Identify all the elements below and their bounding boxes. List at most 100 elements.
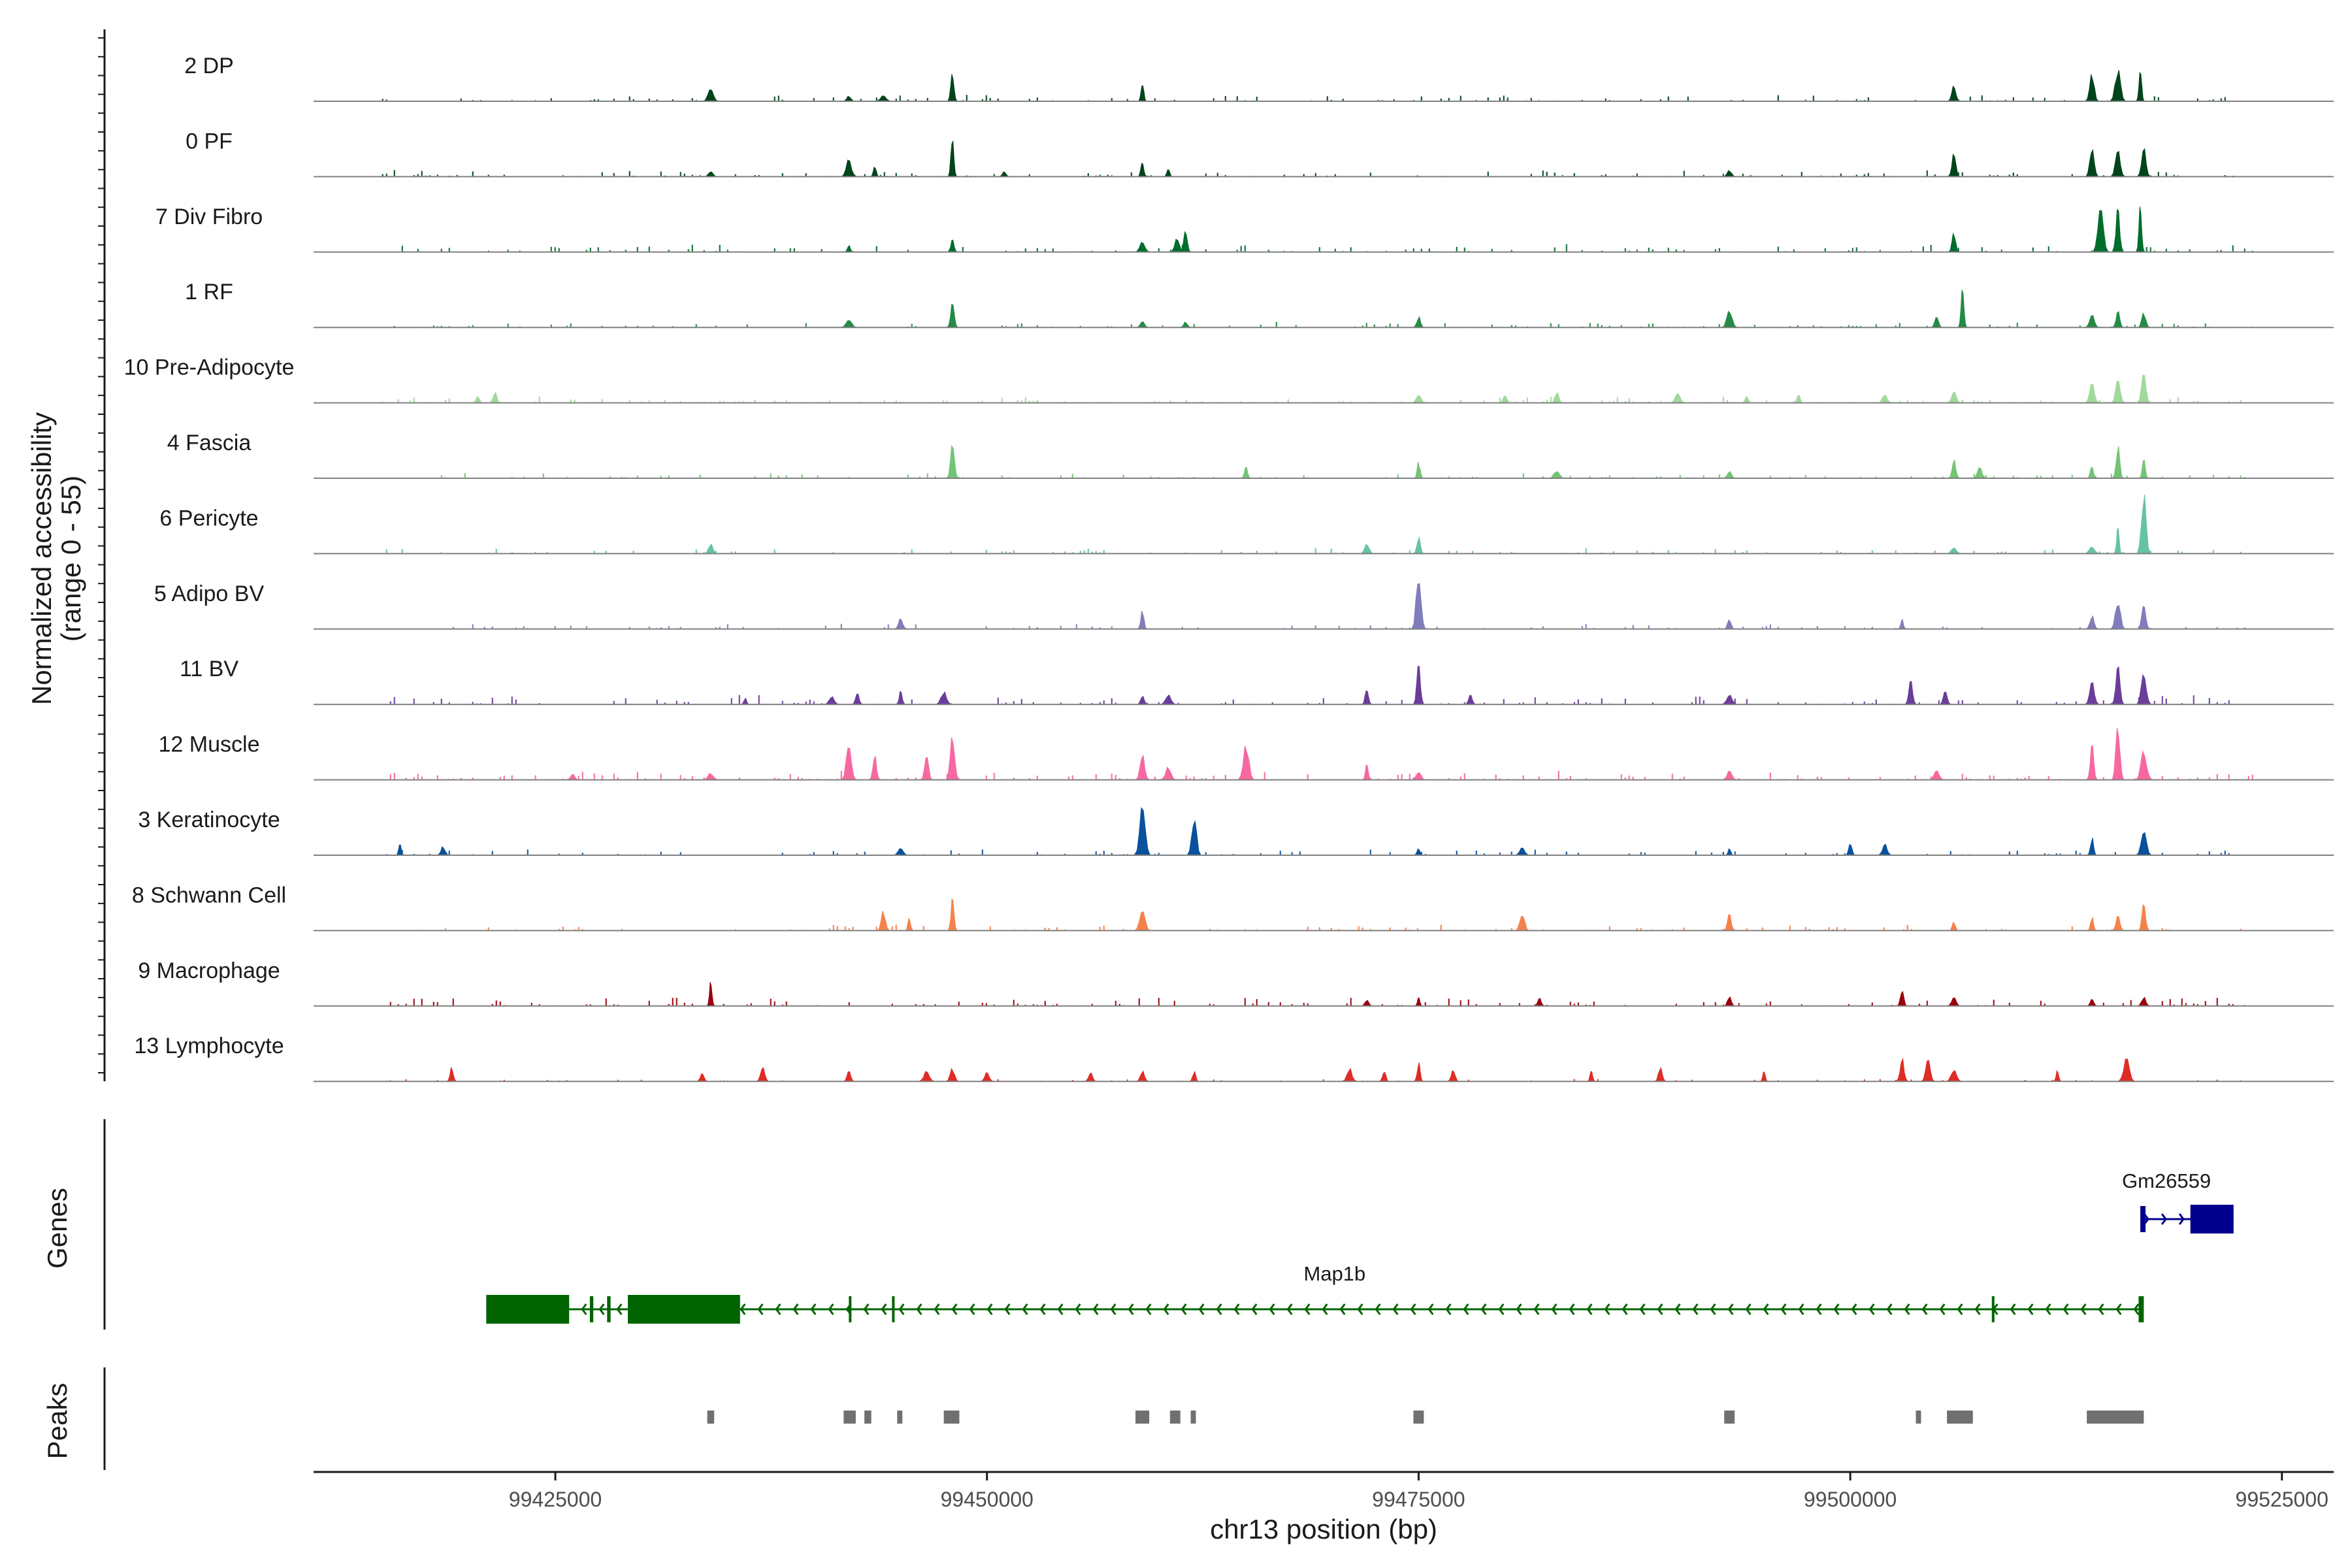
accessibility-peak bbox=[1410, 772, 1428, 781]
accessibility-peak bbox=[1413, 848, 1425, 856]
accessibility-peak bbox=[706, 981, 716, 1007]
accessibility-peak bbox=[1930, 317, 1943, 328]
gene-exon bbox=[589, 1296, 594, 1322]
track-label: 12 Muscle bbox=[159, 732, 260, 757]
peak-region-bar bbox=[1916, 1411, 1921, 1424]
accessibility-peak bbox=[1944, 1070, 1964, 1082]
accessibility-peak bbox=[2109, 150, 2127, 177]
accessibility-peak bbox=[2136, 996, 2152, 1007]
accessibility-peak bbox=[472, 397, 483, 404]
accessibility-peak bbox=[2111, 311, 2125, 328]
accessibility-peak bbox=[2085, 999, 2099, 1007]
accessibility-peak bbox=[2083, 384, 2100, 404]
accessibility-peak bbox=[1720, 694, 1739, 705]
accessibility-peak bbox=[1135, 1070, 1150, 1082]
accessibility-peak bbox=[946, 74, 958, 102]
gene-exon bbox=[2140, 1206, 2146, 1232]
accessibility-peak bbox=[998, 171, 1011, 177]
accessibility-peak bbox=[1378, 1071, 1390, 1082]
x-tick-label: 99475000 bbox=[1372, 1488, 1465, 1511]
track-label: 5 Adipo BV bbox=[154, 581, 265, 606]
accessibility-peak bbox=[1844, 843, 1856, 856]
accessibility-peak bbox=[1446, 1070, 1461, 1082]
accessibility-peak bbox=[891, 848, 910, 856]
accessibility-peak bbox=[894, 691, 907, 705]
accessibility-peak bbox=[2085, 745, 2099, 781]
accessibility-peak bbox=[2136, 606, 2151, 630]
accessibility-peak bbox=[1944, 547, 1963, 554]
accessibility-peak bbox=[979, 1072, 995, 1082]
accessibility-peak bbox=[1586, 1071, 1596, 1082]
gene-exon bbox=[486, 1295, 570, 1324]
track-background-signal bbox=[385, 548, 2253, 554]
accessibility-peak bbox=[1185, 821, 1203, 856]
gene-name-label: Map1b bbox=[1303, 1262, 1365, 1285]
accessibility-peak bbox=[1134, 754, 1151, 781]
accessibility-peak bbox=[1895, 1057, 1910, 1082]
gene-exon bbox=[1991, 1296, 1995, 1322]
accessibility-peak bbox=[947, 140, 958, 177]
track-2-dp: 2 DP bbox=[184, 54, 2334, 102]
x-tick-label: 99450000 bbox=[940, 1488, 1033, 1511]
accessibility-peak bbox=[1410, 395, 1427, 404]
accessibility-peak bbox=[2138, 459, 2149, 479]
gene-exon bbox=[2138, 1296, 2144, 1322]
accessibility-peak bbox=[1132, 911, 1152, 931]
accessibility-peak bbox=[1136, 611, 1149, 630]
track-background-signal bbox=[393, 321, 2253, 328]
gene-exon bbox=[849, 1296, 852, 1322]
accessibility-peak bbox=[1876, 395, 1893, 404]
accessibility-peak bbox=[2110, 208, 2125, 253]
accessibility-peak bbox=[2052, 1070, 2063, 1082]
accessibility-peak bbox=[1724, 848, 1735, 856]
track-label: 11 BV bbox=[180, 657, 238, 681]
accessibility-peak bbox=[1946, 391, 1962, 404]
accessibility-peak bbox=[2091, 210, 2111, 253]
accessibility-peak bbox=[947, 898, 958, 931]
peak-region-bar bbox=[843, 1411, 856, 1424]
y-axis-subtitle: (range 0 - 55) bbox=[56, 476, 86, 642]
peak-region-bar bbox=[1413, 1411, 1424, 1424]
track-7-div-fibro: 7 Div Fibro bbox=[155, 204, 2334, 253]
accessibility-peak bbox=[1513, 847, 1531, 856]
accessibility-peak bbox=[2083, 74, 2100, 102]
accessibility-peak bbox=[822, 696, 841, 705]
accessibility-peak bbox=[2134, 749, 2154, 781]
accessibility-peak bbox=[841, 95, 857, 102]
track-label: 7 Div Fibro bbox=[155, 204, 263, 229]
track-label: 10 Pre-Adipocyte bbox=[124, 355, 295, 380]
accessibility-peak bbox=[702, 171, 719, 177]
accessibility-peak bbox=[1876, 843, 1893, 856]
accessibility-peak bbox=[1412, 665, 1426, 705]
accessibility-peak bbox=[1240, 466, 1252, 479]
accessibility-peak bbox=[2136, 148, 2152, 177]
accessibility-peak bbox=[1358, 544, 1375, 554]
accessibility-peak bbox=[488, 391, 502, 404]
accessibility-peak bbox=[700, 89, 721, 102]
track-background-signal bbox=[421, 924, 2242, 931]
accessibility-peak bbox=[1948, 921, 1960, 931]
accessibility-peak bbox=[944, 737, 961, 781]
accessibility-peak bbox=[1236, 745, 1256, 781]
accessibility-peak bbox=[1135, 321, 1150, 328]
accessibility-peak bbox=[2109, 604, 2127, 630]
accessibility-peak bbox=[1158, 766, 1178, 781]
y-axis-title: Normalized accessibility bbox=[26, 412, 57, 705]
accessibility-peak bbox=[934, 691, 954, 705]
accessibility-peak bbox=[2113, 528, 2123, 554]
accessibility-peak bbox=[2111, 446, 2125, 479]
accessibility-peak bbox=[1132, 807, 1152, 856]
accessibility-peak bbox=[2086, 916, 2098, 931]
accessibility-peak bbox=[1413, 461, 1424, 479]
track-12-muscle: 12 Muscle bbox=[159, 728, 2334, 781]
accessibility-peak bbox=[695, 1073, 709, 1082]
gene-exon bbox=[607, 1296, 611, 1322]
accessibility-peak bbox=[1904, 681, 1918, 705]
accessibility-peak bbox=[2136, 374, 2152, 404]
accessibility-peak bbox=[2110, 915, 2125, 931]
accessibility-peak bbox=[851, 693, 864, 705]
accessibility-peak bbox=[395, 844, 405, 856]
peak-region-bar bbox=[897, 1411, 903, 1424]
accessibility-peak bbox=[2084, 148, 2100, 177]
track-background-signal bbox=[382, 396, 2249, 403]
